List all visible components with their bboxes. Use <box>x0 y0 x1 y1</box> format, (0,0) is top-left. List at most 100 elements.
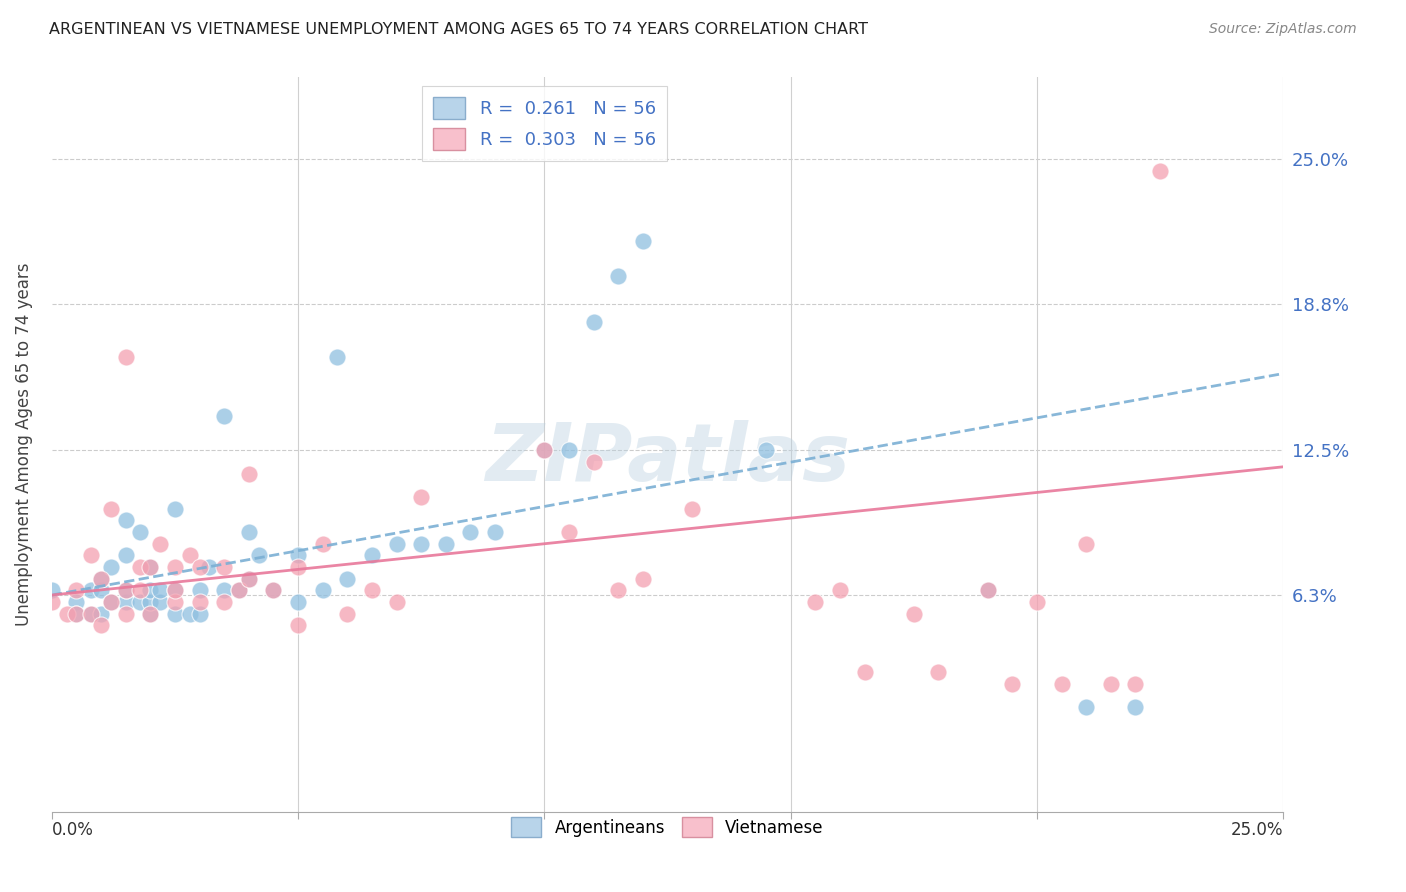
Point <box>1076 700 1098 714</box>
Point <box>460 525 482 540</box>
Text: ZIPatlas: ZIPatlas <box>485 420 851 499</box>
Point <box>139 595 162 609</box>
Point <box>582 455 605 469</box>
Point <box>114 350 136 364</box>
Point <box>114 595 136 609</box>
Y-axis label: Unemployment Among Ages 65 to 74 years: Unemployment Among Ages 65 to 74 years <box>15 263 32 626</box>
Point <box>1001 676 1024 690</box>
Point <box>65 607 87 621</box>
Point <box>41 595 63 609</box>
Point <box>1125 700 1147 714</box>
Point <box>247 549 270 563</box>
Point <box>212 409 235 423</box>
Point <box>212 560 235 574</box>
Point <box>312 537 335 551</box>
Point <box>163 501 186 516</box>
Point <box>558 443 581 458</box>
Point <box>100 560 122 574</box>
Point <box>238 467 260 481</box>
Point <box>65 583 87 598</box>
Point <box>1149 163 1171 178</box>
Point <box>163 607 186 621</box>
Point <box>179 607 201 621</box>
Point <box>90 572 112 586</box>
Point <box>326 350 349 364</box>
Point <box>336 572 359 586</box>
Point <box>228 583 250 598</box>
Point <box>139 560 162 574</box>
Point <box>41 583 63 598</box>
Point <box>163 595 186 609</box>
Point <box>228 583 250 598</box>
Point <box>198 560 221 574</box>
Point <box>287 618 309 632</box>
Text: 0.0%: 0.0% <box>52 822 94 839</box>
Point <box>336 607 359 621</box>
Point <box>262 583 284 598</box>
Point <box>188 560 211 574</box>
Point <box>1050 676 1073 690</box>
Point <box>312 583 335 598</box>
Point <box>631 234 654 248</box>
Point <box>65 595 87 609</box>
Point <box>804 595 827 609</box>
Point <box>1076 537 1098 551</box>
Point <box>1099 676 1122 690</box>
Point <box>828 583 851 598</box>
Point <box>238 572 260 586</box>
Point <box>238 572 260 586</box>
Point <box>139 560 162 574</box>
Point <box>262 583 284 598</box>
Point <box>212 583 235 598</box>
Point <box>631 572 654 586</box>
Point <box>100 595 122 609</box>
Point <box>129 583 152 598</box>
Point <box>411 490 433 504</box>
Point <box>55 607 77 621</box>
Point <box>484 525 506 540</box>
Point <box>607 268 630 283</box>
Point <box>149 595 172 609</box>
Point <box>238 525 260 540</box>
Point <box>129 595 152 609</box>
Point <box>287 560 309 574</box>
Point <box>129 525 152 540</box>
Point <box>179 549 201 563</box>
Point <box>287 549 309 563</box>
Point <box>361 549 384 563</box>
Point <box>558 525 581 540</box>
Point <box>149 583 172 598</box>
Point <box>681 501 703 516</box>
Point <box>80 583 103 598</box>
Point <box>90 607 112 621</box>
Point <box>114 583 136 598</box>
Point <box>927 665 949 679</box>
Point <box>385 595 408 609</box>
Point <box>903 607 925 621</box>
Point <box>411 537 433 551</box>
Point <box>163 583 186 598</box>
Point <box>114 549 136 563</box>
Point <box>114 513 136 527</box>
Point <box>139 607 162 621</box>
Point <box>361 583 384 598</box>
Point <box>1026 595 1049 609</box>
Point <box>1125 676 1147 690</box>
Point <box>434 537 457 551</box>
Text: ARGENTINEAN VS VIETNAMESE UNEMPLOYMENT AMONG AGES 65 TO 74 YEARS CORRELATION CHA: ARGENTINEAN VS VIETNAMESE UNEMPLOYMENT A… <box>49 22 869 37</box>
Point <box>212 595 235 609</box>
Point <box>385 537 408 551</box>
Point <box>139 607 162 621</box>
Point <box>188 595 211 609</box>
Point <box>114 583 136 598</box>
Point <box>65 607 87 621</box>
Point <box>607 583 630 598</box>
Text: 25.0%: 25.0% <box>1230 822 1284 839</box>
Point <box>287 595 309 609</box>
Point <box>149 537 172 551</box>
Point <box>188 607 211 621</box>
Point <box>100 595 122 609</box>
Point <box>80 607 103 621</box>
Point <box>80 607 103 621</box>
Point <box>80 549 103 563</box>
